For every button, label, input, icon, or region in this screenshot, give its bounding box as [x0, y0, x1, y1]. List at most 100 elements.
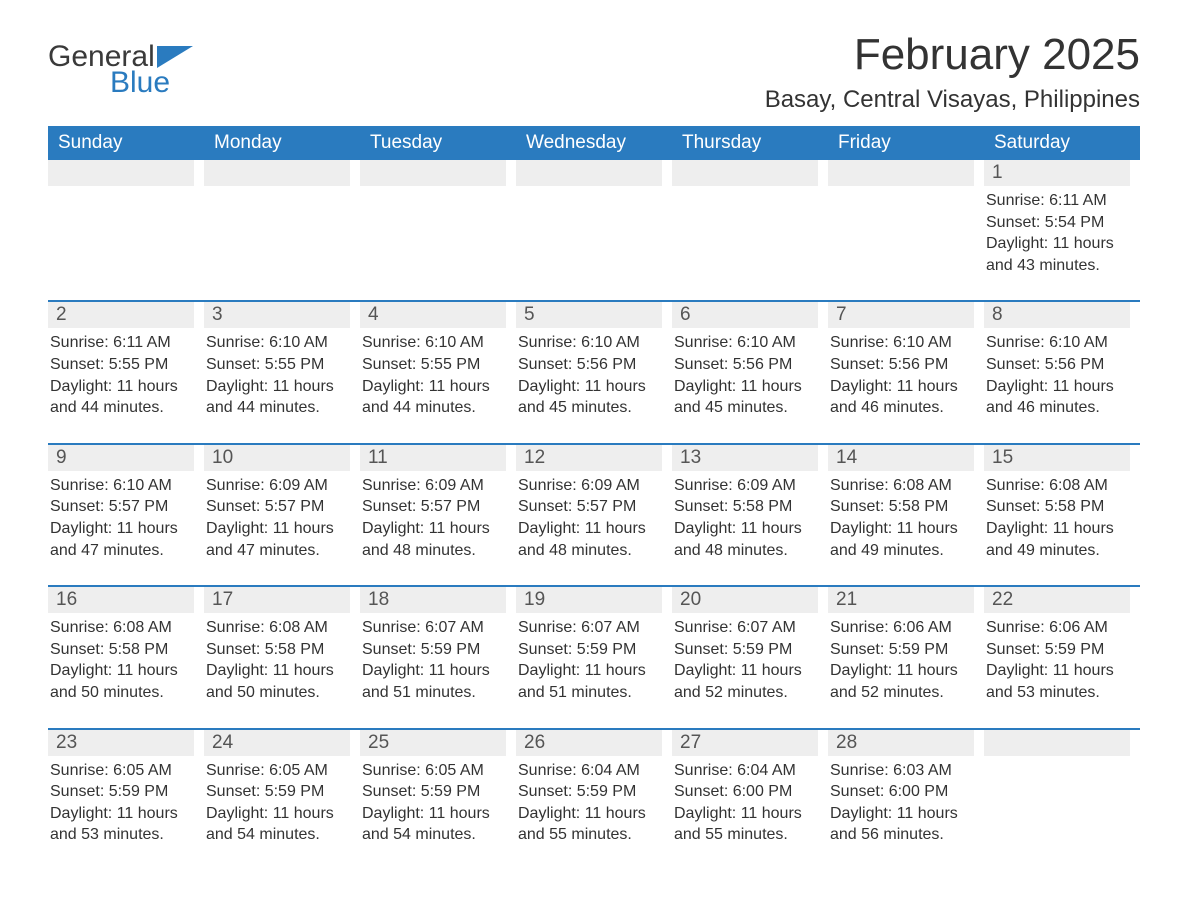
daylight-text: Daylight: 11 hours and 48 minutes. — [674, 518, 818, 561]
day-header: Tuesday — [360, 126, 516, 160]
day-cell: 17Sunrise: 6:08 AMSunset: 5:58 PMDayligh… — [204, 587, 360, 709]
day-info: Sunrise: 6:07 AMSunset: 5:59 PMDaylight:… — [360, 617, 506, 703]
sunset-text: Sunset: 6:00 PM — [674, 781, 818, 803]
day-cell — [672, 160, 828, 282]
daylight-text: Daylight: 11 hours and 52 minutes. — [674, 660, 818, 703]
day-info: Sunrise: 6:10 AMSunset: 5:56 PMDaylight:… — [984, 332, 1130, 418]
sunrise-text: Sunrise: 6:07 AM — [674, 617, 818, 639]
week-row: 9 Sunrise: 6:10 AMSunset: 5:57 PMDaylight… — [48, 445, 1140, 567]
day-info: Sunrise: 6:11 AMSunset: 5:55 PMDaylight:… — [48, 332, 194, 418]
week-row: 16Sunrise: 6:08 AMSunset: 5:58 PMDayligh… — [48, 587, 1140, 709]
sunrise-text: Sunrise: 6:10 AM — [518, 332, 662, 354]
day-info: Sunrise: 6:09 AMSunset: 5:57 PMDaylight:… — [204, 475, 350, 561]
day-header: Saturday — [984, 126, 1140, 160]
day-cell: 15Sunrise: 6:08 AMSunset: 5:58 PMDayligh… — [984, 445, 1140, 567]
daylight-text: Daylight: 11 hours and 45 minutes. — [518, 376, 662, 419]
sunrise-text: Sunrise: 6:08 AM — [206, 617, 350, 639]
sunset-text: Sunset: 5:55 PM — [362, 354, 506, 376]
sunrise-text: Sunrise: 6:10 AM — [674, 332, 818, 354]
day-cell: 22Sunrise: 6:06 AMSunset: 5:59 PMDayligh… — [984, 587, 1140, 709]
week-row: 23Sunrise: 6:05 AMSunset: 5:59 PMDayligh… — [48, 730, 1140, 852]
day-cell: 19Sunrise: 6:07 AMSunset: 5:59 PMDayligh… — [516, 587, 672, 709]
day-info: Sunrise: 6:03 AMSunset: 6:00 PMDaylight:… — [828, 760, 974, 846]
day-number: 13 — [672, 445, 818, 471]
day-number: 5 — [516, 302, 662, 328]
day-number: 6 — [672, 302, 818, 328]
day-cell: 2Sunrise: 6:11 AMSunset: 5:55 PMDaylight… — [48, 302, 204, 424]
day-cell: 26Sunrise: 6:04 AMSunset: 5:59 PMDayligh… — [516, 730, 672, 852]
daylight-text: Daylight: 11 hours and 51 minutes. — [518, 660, 662, 703]
sunrise-text: Sunrise: 6:05 AM — [362, 760, 506, 782]
day-cell: 25Sunrise: 6:05 AMSunset: 5:59 PMDayligh… — [360, 730, 516, 852]
daylight-text: Daylight: 11 hours and 47 minutes. — [206, 518, 350, 561]
day-cell: 1Sunrise: 6:11 AMSunset: 5:54 PMDaylight… — [984, 160, 1140, 282]
sunset-text: Sunset: 6:00 PM — [830, 781, 974, 803]
day-number: 14 — [828, 445, 974, 471]
day-cell: 23Sunrise: 6:05 AMSunset: 5:59 PMDayligh… — [48, 730, 204, 852]
day-number: 8 — [984, 302, 1130, 328]
day-info: Sunrise: 6:08 AMSunset: 5:58 PMDaylight:… — [204, 617, 350, 703]
day-header: Thursday — [672, 126, 828, 160]
day-info: Sunrise: 6:09 AMSunset: 5:57 PMDaylight:… — [516, 475, 662, 561]
sunset-text: Sunset: 5:59 PM — [362, 639, 506, 661]
day-number: 15 — [984, 445, 1130, 471]
daylight-text: Daylight: 11 hours and 46 minutes. — [830, 376, 974, 419]
day-info: Sunrise: 6:10 AMSunset: 5:57 PMDaylight:… — [48, 475, 194, 561]
sunset-text: Sunset: 5:58 PM — [206, 639, 350, 661]
day-header-row: SundayMondayTuesdayWednesdayThursdayFrid… — [48, 126, 1140, 160]
sunrise-text: Sunrise: 6:09 AM — [362, 475, 506, 497]
sunset-text: Sunset: 5:56 PM — [830, 354, 974, 376]
daylight-text: Daylight: 11 hours and 49 minutes. — [830, 518, 974, 561]
day-cell — [984, 730, 1140, 852]
topbar: General Blue February 2025 Basay, Centra… — [48, 30, 1140, 114]
day-number — [516, 160, 662, 186]
sunset-text: Sunset: 5:59 PM — [986, 639, 1130, 661]
sunset-text: Sunset: 5:57 PM — [206, 496, 350, 518]
sunset-text: Sunset: 5:57 PM — [518, 496, 662, 518]
sunset-text: Sunset: 5:59 PM — [830, 639, 974, 661]
daylight-text: Daylight: 11 hours and 43 minutes. — [986, 233, 1130, 276]
day-number: 10 — [204, 445, 350, 471]
daylight-text: Daylight: 11 hours and 50 minutes. — [206, 660, 350, 703]
day-cell: 4Sunrise: 6:10 AMSunset: 5:55 PMDaylight… — [360, 302, 516, 424]
day-cell: 8 Sunrise: 6:10 AMSunset: 5:56 PMDaylight… — [984, 302, 1140, 424]
daylight-text: Daylight: 11 hours and 50 minutes. — [50, 660, 194, 703]
sunrise-text: Sunrise: 6:05 AM — [50, 760, 194, 782]
day-cell: 11Sunrise: 6:09 AMSunset: 5:57 PMDayligh… — [360, 445, 516, 567]
daylight-text: Daylight: 11 hours and 46 minutes. — [986, 376, 1130, 419]
day-number — [828, 160, 974, 186]
sunrise-text: Sunrise: 6:04 AM — [518, 760, 662, 782]
day-number: 20 — [672, 587, 818, 613]
day-number — [360, 160, 506, 186]
day-cell: 27Sunrise: 6:04 AMSunset: 6:00 PMDayligh… — [672, 730, 828, 852]
day-number: 12 — [516, 445, 662, 471]
sunset-text: Sunset: 5:56 PM — [518, 354, 662, 376]
month-title: February 2025 — [765, 30, 1140, 80]
day-info: Sunrise: 6:11 AMSunset: 5:54 PMDaylight:… — [984, 190, 1130, 276]
sunset-text: Sunset: 5:55 PM — [50, 354, 194, 376]
sunset-text: Sunset: 5:58 PM — [674, 496, 818, 518]
day-number: 3 — [204, 302, 350, 328]
daylight-text: Daylight: 11 hours and 47 minutes. — [50, 518, 194, 561]
sunrise-text: Sunrise: 6:11 AM — [986, 190, 1130, 212]
sunset-text: Sunset: 5:58 PM — [986, 496, 1130, 518]
daylight-text: Daylight: 11 hours and 56 minutes. — [830, 803, 974, 846]
day-cell — [48, 160, 204, 282]
daylight-text: Daylight: 11 hours and 55 minutes. — [518, 803, 662, 846]
day-number: 9 — [48, 445, 194, 471]
day-cell — [516, 160, 672, 282]
week-row: 1Sunrise: 6:11 AMSunset: 5:54 PMDaylight… — [48, 160, 1140, 282]
day-info: Sunrise: 6:07 AMSunset: 5:59 PMDaylight:… — [516, 617, 662, 703]
daylight-text: Daylight: 11 hours and 51 minutes. — [362, 660, 506, 703]
sunrise-text: Sunrise: 6:10 AM — [986, 332, 1130, 354]
logo: General Blue — [48, 40, 193, 100]
daylight-text: Daylight: 11 hours and 49 minutes. — [986, 518, 1130, 561]
day-number — [204, 160, 350, 186]
day-info: Sunrise: 6:10 AMSunset: 5:55 PMDaylight:… — [360, 332, 506, 418]
day-number — [672, 160, 818, 186]
day-number: 24 — [204, 730, 350, 756]
sunrise-text: Sunrise: 6:07 AM — [362, 617, 506, 639]
daylight-text: Daylight: 11 hours and 52 minutes. — [830, 660, 974, 703]
day-info: Sunrise: 6:10 AMSunset: 5:56 PMDaylight:… — [672, 332, 818, 418]
day-info: Sunrise: 6:10 AMSunset: 5:56 PMDaylight:… — [516, 332, 662, 418]
